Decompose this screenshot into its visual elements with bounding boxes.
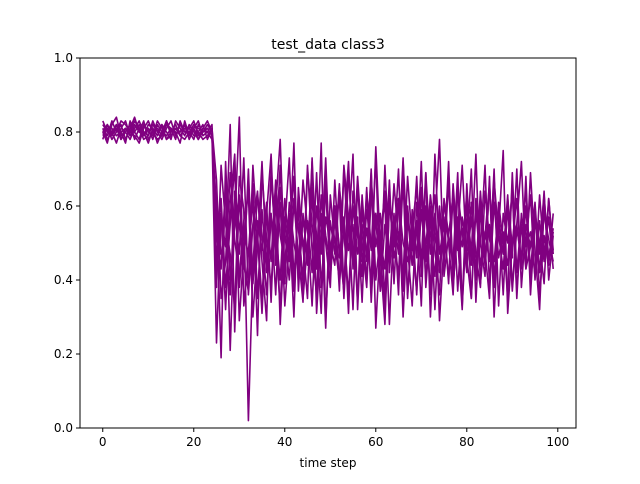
y-tick-label: 0.8 [54, 125, 73, 139]
x-tick-label: 60 [368, 435, 383, 449]
y-tick-label: 0.0 [54, 421, 73, 435]
plot-frame [79, 57, 577, 429]
y-tick-label: 0.2 [54, 347, 73, 361]
x-axis: 0 20 40 60 80 100 [99, 428, 569, 449]
x-axis-label: time step [300, 456, 357, 470]
series-line [102, 120, 554, 304]
y-axis: 0.0 0.2 0.4 0.6 0.8 1.0 [54, 51, 80, 435]
y-tick-label: 0.4 [54, 273, 73, 287]
x-tick-label: 100 [546, 435, 569, 449]
x-tick-label: 40 [277, 435, 292, 449]
x-tick-label: 20 [186, 435, 201, 449]
x-tick-label: 0 [99, 435, 107, 449]
x-tick-label: 80 [459, 435, 474, 449]
y-tick-label: 1.0 [54, 51, 73, 65]
chart-title: test_data class3 [271, 37, 385, 53]
series-line [102, 120, 554, 311]
y-tick-label: 0.6 [54, 199, 73, 213]
series-layer [102, 116, 554, 422]
